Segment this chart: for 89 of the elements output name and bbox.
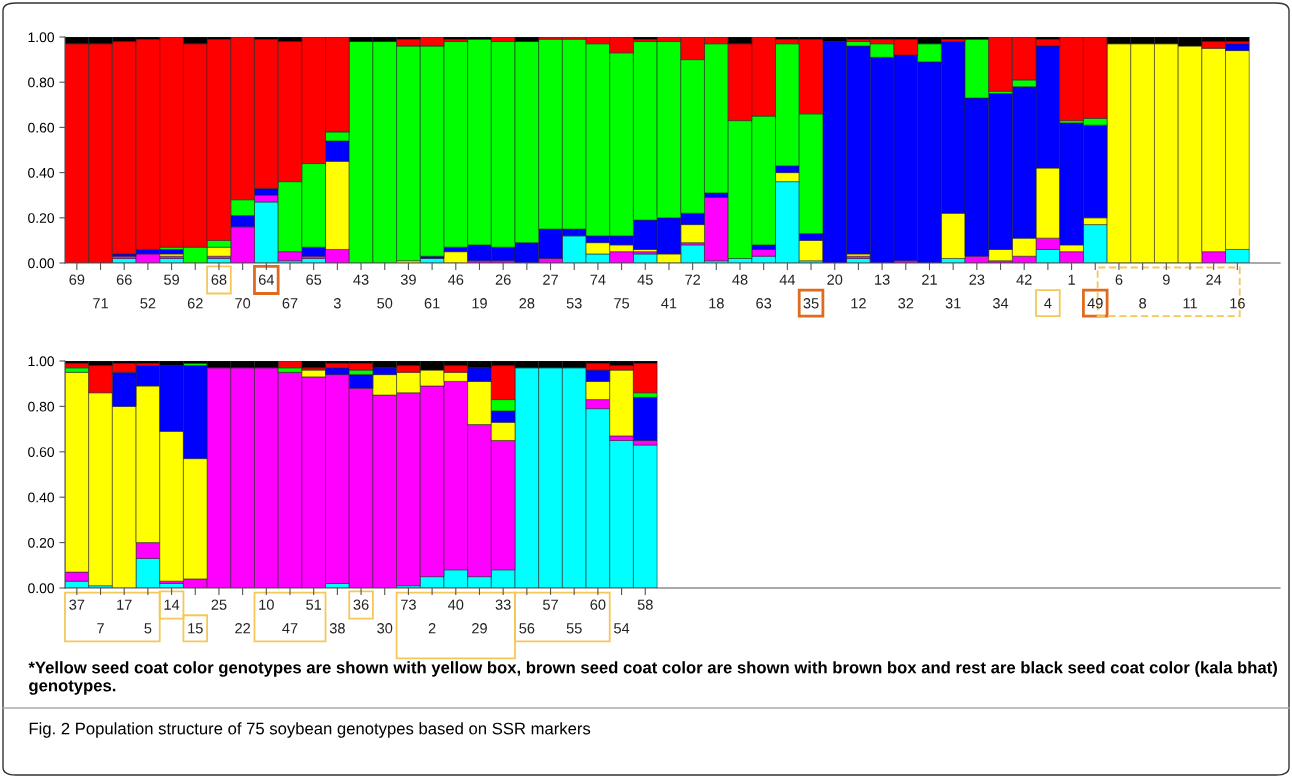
x-tick-label: 8: [1139, 298, 1147, 309]
y-tick-label: 0.00: [28, 258, 55, 269]
x-tick-label: 70: [235, 298, 251, 309]
x-tick-label: 74: [590, 274, 606, 285]
x-tick-label: 40: [448, 599, 464, 610]
x-tick-label: 50: [377, 298, 393, 309]
y-tick-label: 0.80: [28, 401, 55, 412]
x-tick-label: 69: [69, 274, 85, 285]
x-tick-label: 32: [898, 298, 914, 309]
x-tick-label: 51: [306, 599, 322, 610]
x-tick-label: 64: [258, 274, 274, 285]
x-tick-label: 43: [353, 274, 369, 285]
x-tick-label: 63: [756, 298, 772, 309]
x-tick-label: 41: [661, 298, 677, 309]
x-tick-label: 37: [69, 599, 85, 610]
x-tick-label: 45: [637, 274, 653, 285]
x-tick-label: 57: [543, 599, 558, 610]
x-tick-label: 4: [1044, 298, 1052, 309]
x-tick-label: 30: [377, 623, 393, 634]
x-tick-label: 18: [709, 298, 724, 309]
y-tick-label: 0.40: [28, 492, 55, 503]
x-tick-label: 26: [495, 274, 511, 285]
x-tick-label: 5: [144, 623, 152, 634]
x-tick-label: 15: [188, 623, 203, 634]
x-tick-label: 52: [140, 298, 156, 309]
x-tick-label: 35: [803, 298, 819, 309]
x-tick-label: 10: [259, 599, 274, 610]
x-tick-label: 20: [827, 274, 843, 285]
caption: Fig. 2 Population structure of 75 soybean genotypes based on SSR markers: [29, 722, 591, 738]
x-tick-label: 22: [235, 623, 251, 634]
y-tick-label: 0.20: [28, 537, 55, 548]
x-tick-label: 48: [732, 274, 748, 285]
x-tick-label: 14: [164, 599, 180, 610]
x-tick-label: 44: [779, 274, 796, 285]
x-tick-label: 59: [164, 274, 179, 285]
x-tick-label: 66: [116, 274, 132, 285]
x-tick-label: 19: [472, 298, 487, 309]
x-tick-label: 33: [495, 599, 511, 610]
y-tick-label: 1.00: [28, 32, 55, 43]
x-tick-label: 27: [543, 274, 558, 285]
x-tick-label: 12: [851, 298, 866, 309]
x-tick-label: 2: [428, 623, 436, 634]
x-tick-label: 47: [282, 623, 298, 634]
x-tick-label: 53: [566, 298, 582, 309]
x-tick-label: 58: [637, 599, 653, 610]
x-tick-label: 49: [1087, 298, 1103, 309]
x-tick-label: 36: [353, 599, 369, 610]
x-tick-label: 61: [424, 298, 440, 309]
y-tick-label: 0.20: [28, 213, 55, 223]
x-tick-label: 6: [1115, 274, 1123, 285]
x-tick-label: 23: [969, 274, 985, 285]
x-tick-label: 24: [1206, 274, 1222, 285]
x-tick-label: 62: [187, 298, 203, 309]
x-tick-label: 25: [211, 599, 227, 610]
x-tick-label: 16: [1230, 298, 1245, 309]
x-tick-label: 75: [614, 298, 630, 309]
text: *Yellow seed coat color genotypes are shown with yellow box, brown seed coat color are shown with brown box and rest are black seed coat color (kala bhat) genotypes.: [28, 661, 1277, 695]
y-tick-label: 0.00: [28, 583, 55, 594]
x-tick-label: 55: [566, 623, 582, 634]
x-tick-label: 65: [306, 274, 322, 285]
x-tick-label: 29: [472, 623, 487, 634]
x-tick-label: 9: [1162, 274, 1170, 285]
y-tick-label: 1.00: [28, 356, 55, 367]
x-tick-label: 39: [400, 274, 416, 285]
x-tick-label: 68: [211, 274, 227, 285]
x-tick-label: 46: [448, 274, 464, 285]
x-tick-label: 31: [945, 298, 961, 309]
x-tick-label: 34: [992, 298, 1009, 309]
x-tick-label: 7: [97, 623, 104, 634]
x-tick-label: 11: [1183, 298, 1197, 309]
x-tick-label: 54: [614, 623, 630, 634]
x-tick-label: 21: [922, 274, 937, 285]
x-tick-label: 73: [401, 599, 416, 610]
y-tick-label: 0.60: [28, 122, 55, 133]
x-tick-label: 60: [590, 599, 606, 610]
y-tick-label: 0.40: [28, 167, 55, 178]
y-tick-label: 0.60: [28, 447, 55, 457]
x-tick-label: 72: [685, 274, 701, 285]
x-tick-label: 67: [282, 298, 298, 309]
x-tick-label: 28: [519, 298, 535, 309]
x-tick-label: 38: [329, 623, 345, 634]
x-tick-label: 3: [333, 298, 341, 309]
y-tick-label: 0.80: [28, 77, 55, 88]
x-tick-label: 56: [519, 623, 535, 634]
x-tick-label: 17: [117, 599, 132, 610]
x-tick-label: 13: [875, 274, 890, 285]
x-tick-label: 1: [1068, 274, 1075, 285]
x-tick-label: 71: [93, 298, 108, 309]
x-tick-label: 42: [1016, 274, 1032, 285]
